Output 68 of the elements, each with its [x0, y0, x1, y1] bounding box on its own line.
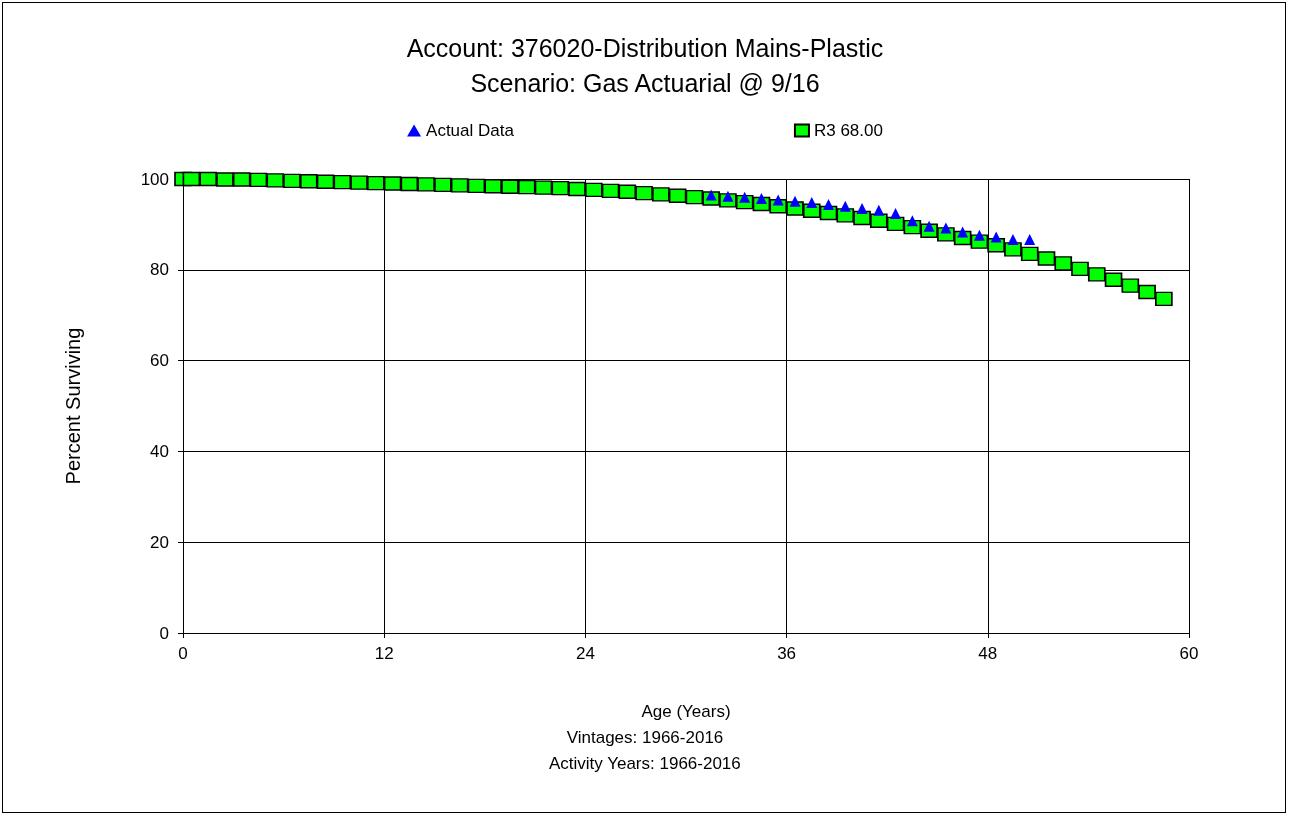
- point: [199, 171, 217, 187]
- legend-label: R3 68.00: [813, 121, 883, 140]
- x-tick-label: 48: [978, 644, 998, 663]
- point: [300, 174, 318, 189]
- point: [434, 177, 452, 193]
- point: [823, 198, 835, 210]
- chart-subtitle: Scenario: Gas Actuarial @ 9/16: [470, 68, 820, 97]
- point: [652, 187, 670, 202]
- y-tick-label: 60: [150, 351, 169, 371]
- point: [216, 172, 234, 187]
- point: [668, 188, 687, 204]
- y-tick-label: 100: [140, 169, 169, 189]
- point: [534, 180, 553, 195]
- y-tick-label: 0: [159, 623, 169, 643]
- chart-title: Account: 376020-Distribution Mains-Plastic: [406, 33, 884, 62]
- point: [906, 215, 918, 227]
- point: [1054, 256, 1072, 271]
- point: [973, 229, 985, 241]
- point: [1007, 233, 1019, 245]
- x-tick-label: 36: [777, 644, 797, 663]
- point: [501, 179, 519, 194]
- point: [618, 184, 637, 199]
- point: [1088, 267, 1106, 282]
- point: [806, 197, 818, 209]
- point: [1104, 272, 1123, 288]
- point: [856, 203, 868, 215]
- text: Activity Years: 1966-2016: [548, 754, 741, 773]
- point: [551, 180, 569, 196]
- y-tick-label: 80: [150, 260, 169, 280]
- point: [635, 185, 653, 201]
- y-axis-title: Percent Surviving: [62, 327, 84, 485]
- point: [232, 172, 251, 187]
- point: [1071, 261, 1089, 277]
- point: [266, 173, 284, 188]
- y-tick-label: 20: [150, 532, 169, 552]
- point: [585, 182, 603, 198]
- point: [873, 204, 885, 216]
- point: [1155, 291, 1173, 307]
- point: [940, 222, 952, 234]
- point: [890, 208, 902, 219]
- point: [1037, 251, 1056, 266]
- x-tick-label: 60: [1179, 644, 1199, 663]
- x-tick-label: 12: [374, 644, 394, 663]
- point: [1004, 242, 1022, 257]
- point: [517, 179, 536, 195]
- legend-label: Actual Data: [426, 121, 515, 140]
- point: [1020, 246, 1039, 262]
- x-tick-label: 24: [575, 644, 595, 663]
- point: [333, 174, 352, 190]
- point: [417, 177, 435, 192]
- point: [283, 173, 301, 189]
- point: [568, 181, 586, 197]
- point: [839, 200, 851, 212]
- point: [383, 176, 402, 191]
- point: [350, 175, 368, 190]
- point: [772, 194, 784, 206]
- x-axis-title: Age (Years): [641, 702, 731, 721]
- point: [1138, 284, 1156, 300]
- point: [1121, 278, 1140, 293]
- point: [990, 231, 1002, 243]
- x-tick-label: 0: [178, 644, 188, 663]
- text: Vintages: 1966-2016: [566, 728, 724, 747]
- point: [484, 179, 502, 194]
- point: [1024, 233, 1036, 245]
- point: [450, 178, 469, 193]
- y-tick-label: 40: [150, 441, 169, 461]
- point: [789, 195, 801, 207]
- point: [367, 175, 385, 191]
